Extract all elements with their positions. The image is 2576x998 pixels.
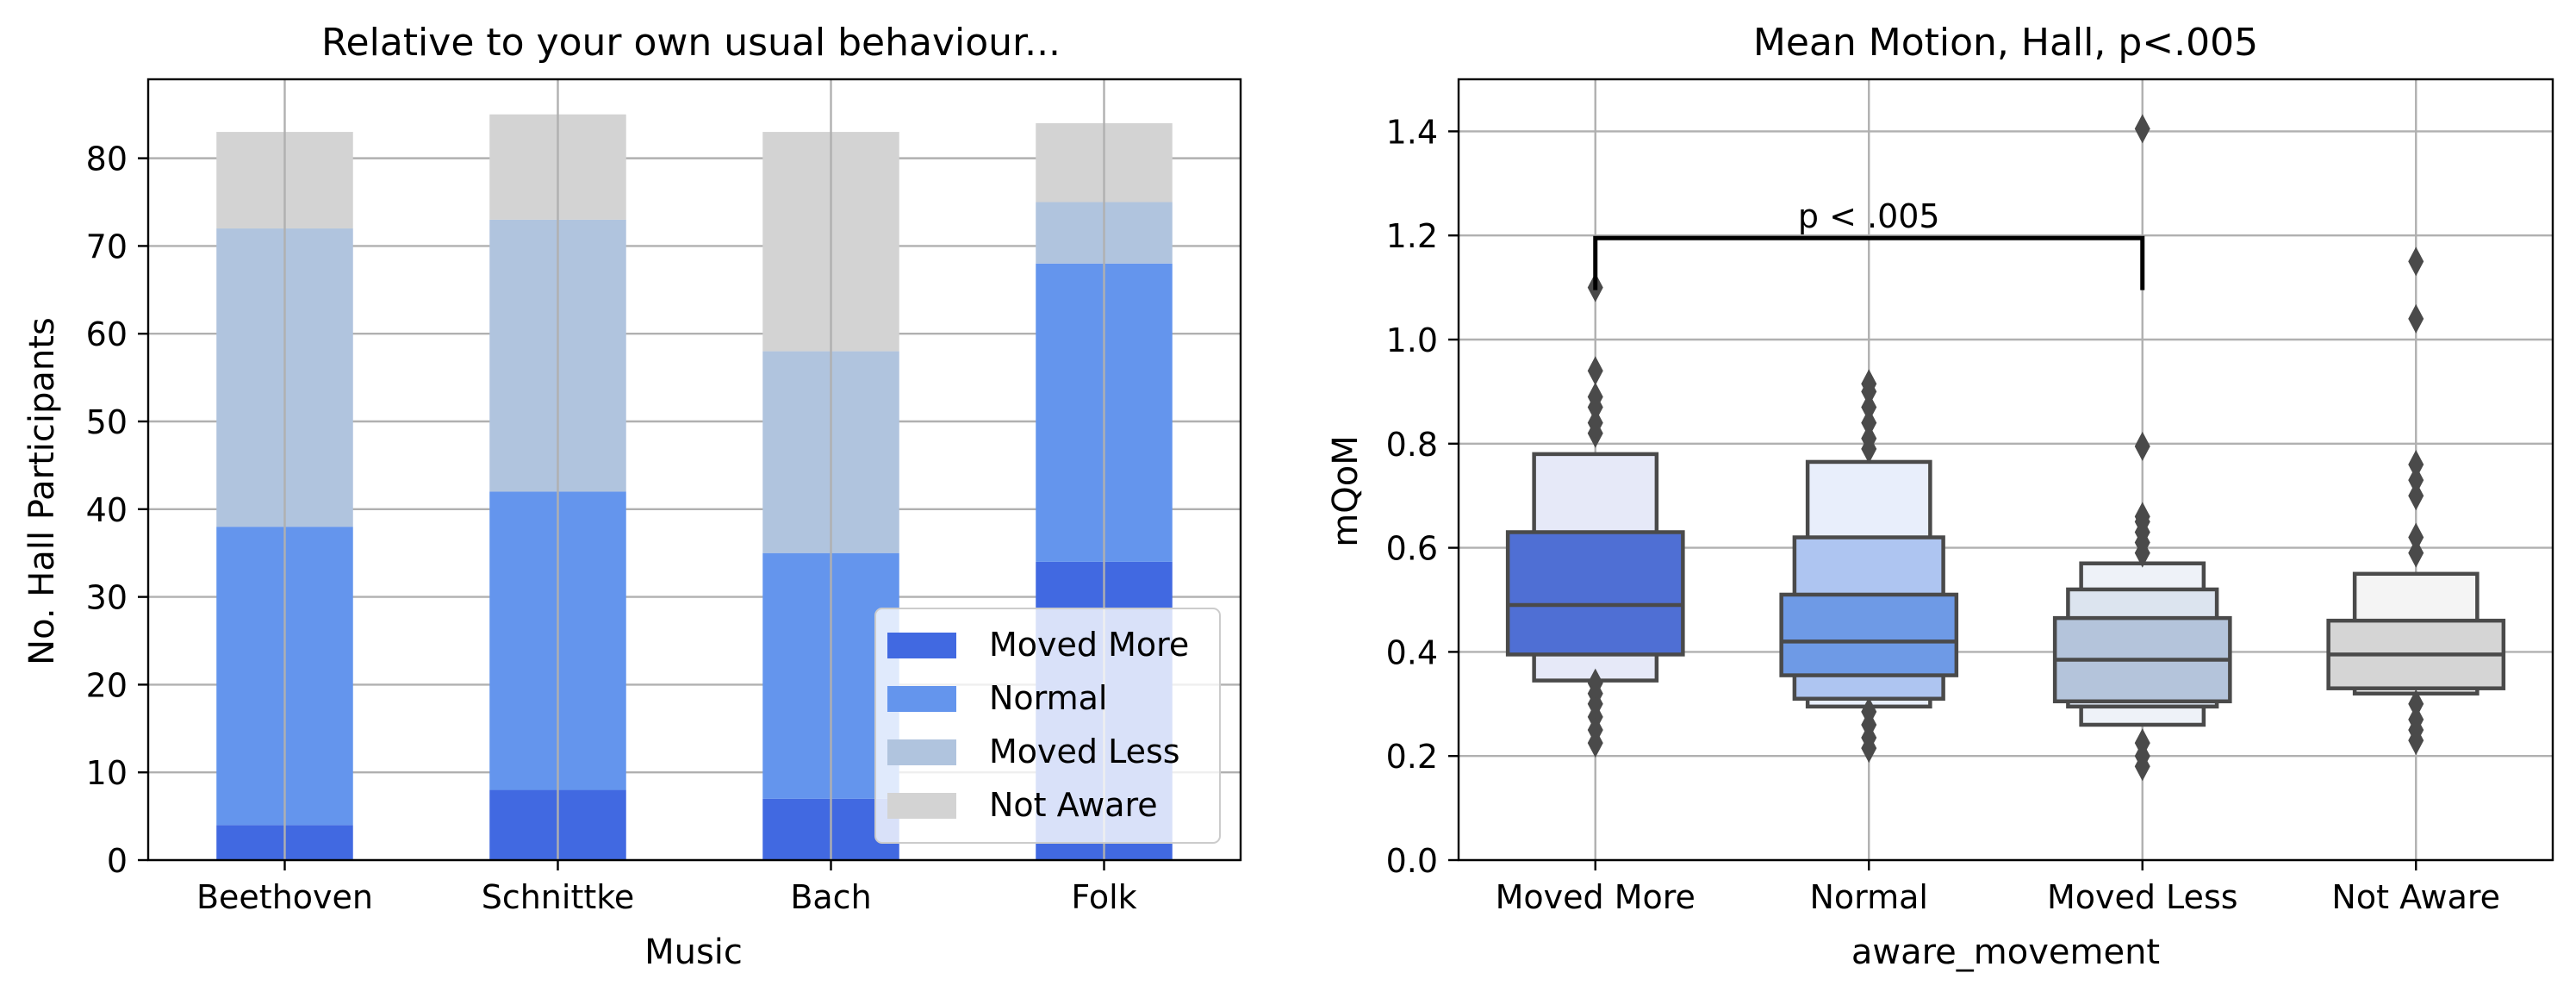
outlier-point-not-aware bbox=[2408, 522, 2424, 552]
outlier-point-not-aware bbox=[2408, 704, 2424, 734]
right-y-tick-label: 1.2 bbox=[1386, 217, 1438, 255]
legend-box bbox=[874, 608, 1221, 844]
outlier-point-not-aware bbox=[2408, 689, 2424, 719]
left-y-tick-label: 40 bbox=[86, 491, 128, 529]
right-y-tick-label: 1.4 bbox=[1386, 113, 1438, 151]
legend-swatch-not-aware bbox=[887, 793, 956, 819]
right-y-tick-label: 0.6 bbox=[1386, 530, 1438, 568]
outlier-point-not-aware bbox=[2408, 481, 2424, 511]
outlier-point-moved-less bbox=[2134, 114, 2150, 144]
right-y-tick-label: 0.2 bbox=[1386, 738, 1438, 776]
outlier-point-moved-less bbox=[2134, 728, 2150, 758]
left-y-tick-label: 70 bbox=[86, 228, 128, 265]
legend-label-normal: Normal bbox=[989, 679, 1108, 717]
left-x-axis-label: Music bbox=[644, 933, 743, 972]
x-tick-label-bach: Bach bbox=[790, 878, 871, 916]
legend-label-moved-less: Moved Less bbox=[989, 733, 1180, 770]
right-chart-title: Mean Motion, Hall, p<.005 bbox=[1753, 21, 2258, 65]
legend-swatch-moved-more bbox=[887, 633, 956, 658]
x-tick-label-beethoven: Beethoven bbox=[196, 878, 373, 916]
left-chart: Relative to your own usual behaviour... … bbox=[22, 21, 1242, 972]
right-plot-frame bbox=[1457, 78, 2554, 862]
x-tick-label-normal: Normal bbox=[1810, 878, 1929, 916]
outlier-point-moved-less bbox=[2134, 502, 2150, 532]
left-vertical-gridlines bbox=[283, 79, 1105, 860]
x-tick-label-moved-less: Moved Less bbox=[2047, 878, 2238, 916]
right-y-axis-label: mQoM bbox=[1326, 435, 1366, 546]
left-y-tick-label: 60 bbox=[86, 315, 128, 353]
outlier-point-moved-more bbox=[1587, 408, 1603, 438]
right-chart: Mean Motion, Hall, p<.005 0.00.20.40.60.… bbox=[1326, 21, 2554, 972]
outlier-point-not-aware bbox=[2408, 303, 2424, 334]
x-tick-label-schnittke: Schnittke bbox=[482, 878, 635, 916]
legend-swatch-normal bbox=[887, 686, 956, 712]
left-y-tick-label: 80 bbox=[86, 140, 128, 178]
outlier-point-moved-more bbox=[1587, 382, 1603, 412]
left-y-tick-label: 0 bbox=[107, 842, 128, 880]
boxen-box-moved-more-1 bbox=[1505, 530, 1685, 657]
right-y-tick-label: 0.4 bbox=[1386, 633, 1438, 671]
left-chart-title: Relative to your own usual behaviour... bbox=[321, 21, 1061, 65]
outlier-point-not-aware bbox=[2408, 246, 2424, 277]
outlier-point-moved-less bbox=[2134, 431, 2150, 461]
right-y-tick-label: 1.0 bbox=[1386, 321, 1438, 359]
right-boxen-plot bbox=[1505, 114, 2506, 782]
significance-label: p < .005 bbox=[1798, 197, 1940, 235]
outlier-point-moved-more bbox=[1587, 668, 1603, 698]
left-plot-frame bbox=[146, 78, 1242, 862]
right-y-tick-label: 0.0 bbox=[1386, 842, 1438, 880]
right-axes: 0.0 0.2 0.4 0.6 0.8 1.0 1.2 1.4 Moved More Normal… bbox=[1386, 78, 2554, 916]
legend-swatch-moved-less bbox=[887, 739, 956, 765]
outlier-point-normal bbox=[1861, 408, 1877, 438]
legend-label-not-aware: Not Aware bbox=[989, 786, 1158, 824]
left-y-tick-label: 10 bbox=[86, 754, 128, 792]
outlier-point-normal bbox=[1861, 369, 1877, 399]
legend-label-moved-more: Moved More bbox=[989, 626, 1189, 664]
left-axes: 0 10 20 30 40 50 60 70 80 Beethoven Schnittke Bach F… bbox=[86, 78, 1242, 916]
right-y-tick-label: 0.8 bbox=[1386, 426, 1438, 464]
significance-bracket bbox=[1593, 235, 2145, 290]
boxen-box-normal-2 bbox=[1779, 592, 1959, 677]
outlier-point-normal bbox=[1861, 392, 1877, 422]
x-tick-label-folk: Folk bbox=[1071, 878, 1136, 916]
outlier-point-not-aware bbox=[2408, 465, 2424, 496]
outlier-point-normal bbox=[1861, 696, 1877, 727]
left-y-tick-label: 50 bbox=[86, 403, 128, 441]
right-x-axis-label: aware_movement bbox=[1851, 933, 2160, 972]
left-y-tick-label: 30 bbox=[86, 579, 128, 617]
x-tick-label-not-aware: Not Aware bbox=[2331, 878, 2500, 916]
outlier-point-not-aware bbox=[2408, 538, 2424, 568]
legend: Moved More Normal Moved Less Not Aware bbox=[874, 608, 1221, 844]
significance-annotation: p < .005 bbox=[1593, 197, 2145, 290]
outlier-point-normal bbox=[1861, 423, 1877, 453]
left-y-tick-label: 20 bbox=[86, 666, 128, 704]
outlier-point-moved-more bbox=[1587, 356, 1603, 386]
x-tick-label-moved-more: Moved More bbox=[1496, 878, 1696, 916]
outlier-point-not-aware bbox=[2408, 449, 2424, 479]
left-y-axis-label: No. Hall Participants bbox=[22, 317, 62, 665]
